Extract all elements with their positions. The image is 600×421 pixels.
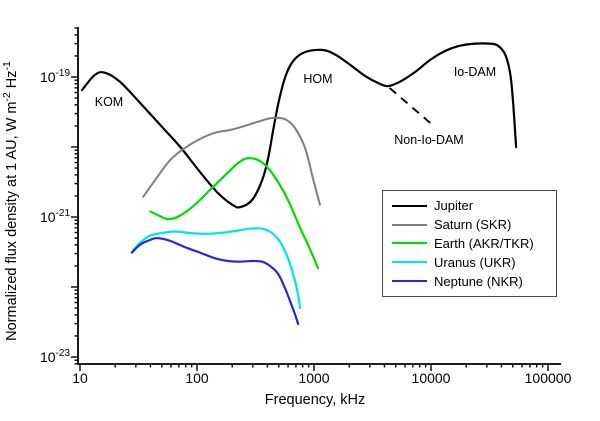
non-io-dam-dashed-line <box>389 87 433 126</box>
legend: Jupiter Saturn (SKR) Earth (AKR/TKR) Ura… <box>382 190 557 297</box>
curve-saturn <box>142 116 321 206</box>
legend-item-neptune: Neptune (NKR) <box>392 272 552 290</box>
curve-earth <box>149 156 319 270</box>
y-tick-1e-21: 10-21 <box>40 208 70 225</box>
uranus-line-swatch <box>392 261 427 264</box>
annotation-io-dam: Io-DAM <box>454 65 496 79</box>
neptune-line-swatch <box>392 280 427 283</box>
legend-label-jupiter: Jupiter <box>434 198 474 214</box>
legend-item-earth: Earth (AKR/TKR) <box>392 234 552 252</box>
annotation-hom: HOM <box>303 72 332 86</box>
curve-jupiter <box>80 42 518 209</box>
annotation-kom: KOM <box>95 95 123 109</box>
saturn-line-swatch <box>392 223 427 226</box>
y-tick-1e-23: 10-23 <box>40 348 70 365</box>
legend-item-uranus: Uranus (UKR) <box>392 253 552 271</box>
x-tick-10000: 10000 <box>412 370 451 386</box>
legend-label-saturn: Saturn (SKR) <box>434 217 512 233</box>
earth-line-swatch <box>392 242 427 245</box>
y-axis-title: Normalized flux density at 1 AU, W m-2 H… <box>1 61 20 341</box>
legend-label-uranus: Uranus (UKR) <box>434 254 516 270</box>
x-tick-10: 10 <box>72 370 88 386</box>
legend-label-neptune: Neptune (NKR) <box>434 273 523 289</box>
annotation-non-io-dam: Non-Io-DAM <box>394 133 463 147</box>
x-tick-100: 100 <box>185 370 209 386</box>
x-tick-labels: 10 100 1000 10000 100000 <box>72 370 571 386</box>
x-axis-title: Frequency, kHz <box>265 392 365 408</box>
curve-uranus <box>130 227 302 310</box>
dashed-line <box>389 87 433 126</box>
y-tick-1e-19: 10-19 <box>40 68 70 85</box>
curve-annotations: KOM HOM Io-DAM Non-Io-DAM <box>95 65 496 147</box>
curve-neptune <box>130 236 300 326</box>
axes <box>71 27 561 371</box>
x-tick-100000: 100000 <box>525 370 572 386</box>
x-tick-1000: 1000 <box>298 370 329 386</box>
spectrum-curves <box>80 42 518 326</box>
legend-item-saturn: Saturn (SKR) <box>392 216 552 234</box>
legend-label-earth: Earth (AKR/TKR) <box>434 235 534 251</box>
jupiter-line-swatch <box>392 204 427 207</box>
y-tick-labels: 10-19 10-21 10-23 <box>40 68 70 365</box>
legend-item-jupiter: Jupiter <box>392 197 552 215</box>
